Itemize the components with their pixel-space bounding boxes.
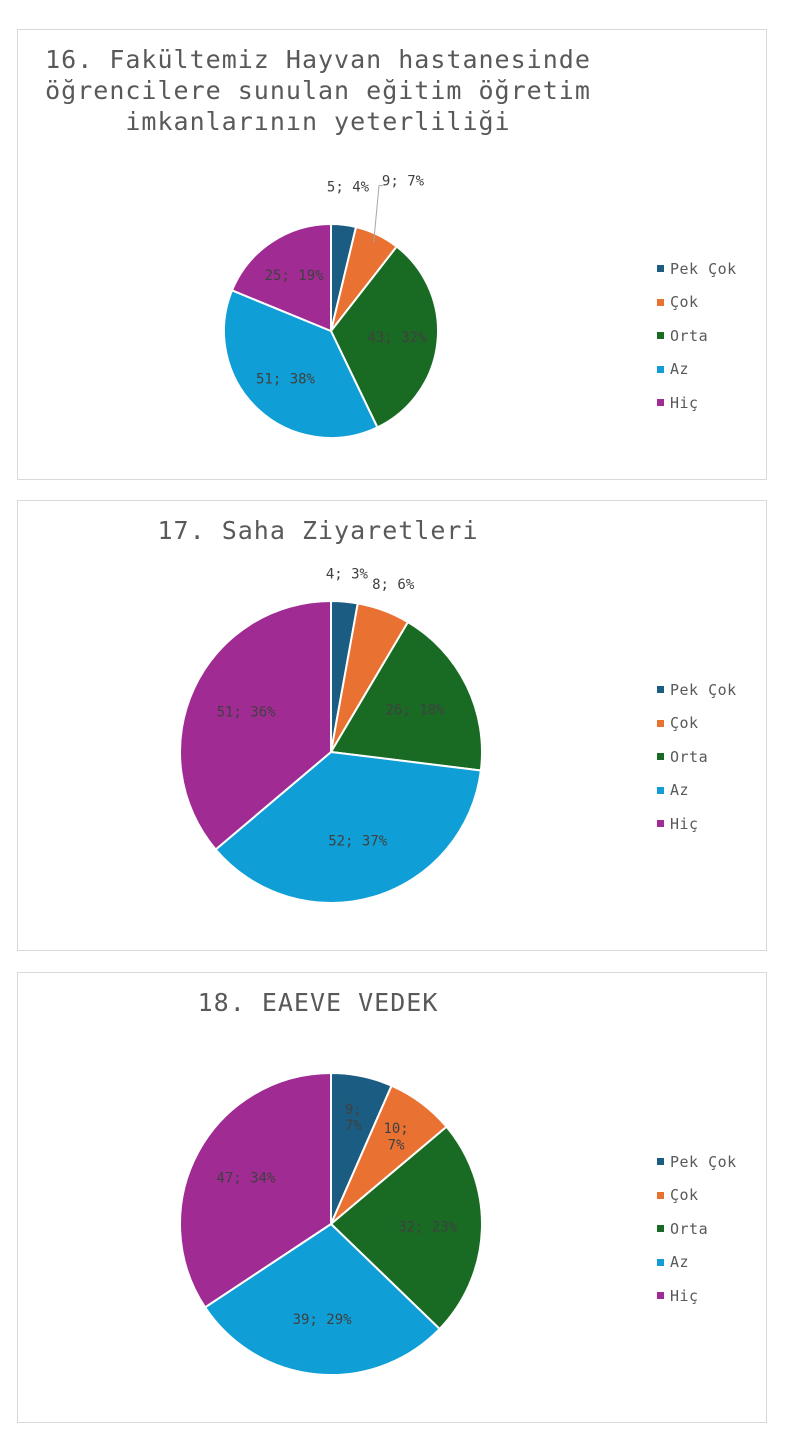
legend: Pek Çok Çok Orta Az Hiç (657, 1145, 737, 1313)
pie-slice-3 (329, 1125, 483, 1331)
legend-swatch (657, 786, 664, 794)
legend-label: Hiç (670, 814, 699, 833)
data-label: 51; 36% (217, 705, 277, 721)
legend-label: Az (670, 360, 690, 379)
legend-label: Pek Çok (670, 1152, 737, 1171)
legend-label: Orta (670, 747, 709, 766)
pie-slice-5 (179, 599, 332, 851)
legend-swatch (657, 1158, 664, 1166)
legend-swatch (657, 719, 664, 727)
legend-label: Pek Çok (670, 259, 737, 278)
data-label: 25; 19% (265, 268, 325, 284)
legend-swatch (657, 265, 664, 273)
legend-item: Pek Çok (657, 1145, 737, 1179)
legend-label: Hiç (670, 393, 699, 412)
pie-slice-5 (230, 222, 332, 333)
legend: Pek Çok Çok Orta Az Hiç (657, 252, 737, 420)
data-label: 8; 6% (372, 577, 415, 593)
legend-swatch (657, 399, 664, 407)
legend-item: Orta (657, 740, 737, 774)
data-label: 39; 29% (293, 1312, 353, 1328)
legend-item: Orta (657, 319, 737, 353)
data-label: 47; 34% (216, 1170, 276, 1186)
chart-panel-1: 16. Fakültemiz Hayvan hastanesinde öğren… (17, 29, 767, 480)
legend-label: Çok (670, 293, 699, 312)
legend-label: Çok (670, 1186, 699, 1205)
legend-item: Az (657, 353, 737, 387)
data-label: 4; 3% (326, 567, 369, 583)
legend-item: Hiç (657, 807, 737, 841)
legend-item: Hiç (657, 386, 737, 420)
legend-item: Orta (657, 1212, 737, 1246)
pie-chart: 9; 7% 10; 7% 32; 23% 39; 29% 47; 34% (179, 1071, 483, 1376)
data-label: 5; 4% (327, 180, 370, 196)
legend-swatch (657, 1292, 664, 1300)
pie-chart: 4; 3%8; 6% 26; 18% 52; 37% 51; 36% (179, 567, 483, 904)
legend-swatch (657, 820, 664, 828)
pie-chart: 5; 4% 9; 7% 43; 32% 51; 38% 25; 19% (223, 174, 439, 439)
legend-item: Az (657, 774, 737, 808)
legend-item: Pek Çok (657, 673, 737, 707)
chart-panel-3: 18. EAEVE VEDEK 9; 7% 10; 7% 32; 23% 39; 29% 4… (17, 972, 767, 1423)
chart-title: 16. Fakültemiz Hayvan hastanesinde öğren… (45, 45, 607, 136)
legend-swatch (657, 753, 664, 761)
pie-slice-4 (203, 1222, 442, 1376)
data-label: 9; 7% (345, 1102, 362, 1134)
pie-slice-5 (179, 1071, 332, 1309)
legend-swatch (657, 686, 664, 694)
legend-item: Çok (657, 1179, 737, 1213)
legend-swatch (657, 298, 664, 306)
data-label: 26; 18% (385, 703, 445, 719)
data-label: 32; 23% (398, 1219, 458, 1235)
data-label: 51; 38% (256, 371, 316, 387)
legend-item: Çok (657, 286, 737, 320)
pie-slice-3 (329, 620, 483, 772)
legend-label: Az (670, 1253, 690, 1272)
data-label: 9; 7% (382, 174, 425, 190)
legend: Pek Çok Çok Orta Az Hiç (657, 673, 737, 841)
pie-slice-4 (223, 289, 379, 439)
legend-item: Hiç (657, 1279, 737, 1313)
legend-item: Pek Çok (657, 252, 737, 286)
legend-swatch (657, 332, 664, 340)
chart-title: 18. EAEVE VEDEK (197, 988, 439, 1017)
pie-slice-4 (214, 750, 482, 904)
legend-swatch (657, 1258, 664, 1266)
pie-slice-3 (329, 245, 439, 429)
data-label: 52; 37% (328, 834, 388, 850)
legend-label: Pek Çok (670, 680, 737, 699)
legend-swatch (657, 1191, 664, 1199)
legend-swatch (657, 1225, 664, 1233)
chart-title: 17. Saha Ziyaretleri (157, 516, 479, 545)
legend-item: Çok (657, 707, 737, 741)
data-label: 10; 7% (383, 1121, 408, 1153)
chart-panel-2: 17. Saha Ziyaretleri 4; 3% 8; 6% 26; 18% 52… (17, 500, 767, 951)
legend-label: Çok (670, 714, 699, 733)
legend-label: Orta (670, 1219, 709, 1238)
legend-label: Hiç (670, 1286, 699, 1305)
leader-line (373, 185, 383, 243)
data-label: 43; 32% (367, 330, 427, 346)
legend-label: Orta (670, 326, 709, 345)
legend-swatch (657, 365, 664, 373)
legend-label: Az (670, 781, 690, 800)
legend-item: Az (657, 1246, 737, 1280)
